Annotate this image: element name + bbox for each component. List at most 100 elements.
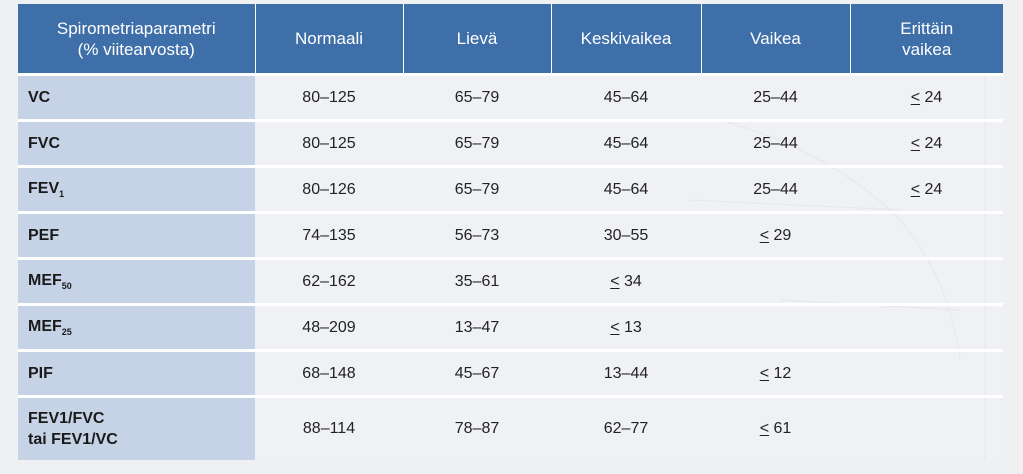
table-cell (701, 257, 850, 305)
cell-value: 25–44 (753, 180, 798, 198)
table-cell: 24 (850, 165, 1003, 213)
row-parameter: VC (18, 73, 255, 121)
table-row: MEF25 48–209 13–47 13 (18, 303, 1003, 351)
table-cell: 30–55 (551, 211, 701, 259)
table-cell: 24 (850, 119, 1003, 167)
table-row: PIF 68–148 45–67 13–44 12 (18, 349, 1003, 397)
less-or-equal-value: 29 (760, 227, 792, 245)
cell-value: 34 (624, 272, 642, 290)
table-cell: 13–47 (403, 303, 551, 351)
table-cell (850, 211, 1003, 259)
row-parameter: MEF50 (18, 257, 255, 305)
row-parameter: FEV1 (18, 165, 255, 213)
table-cell: 12 (701, 349, 850, 397)
parameter-name: PEF (28, 226, 60, 244)
table-cell: 29 (701, 211, 850, 259)
parameter-subscript: 1 (59, 189, 65, 199)
spirometry-table: Spirometriaparametri (% viitearvosta) No… (18, 4, 1003, 460)
parameter-name: FEV1/FVC (28, 410, 105, 427)
table-cell (850, 395, 1003, 460)
parameter-subscript: 25 (61, 327, 72, 337)
table-cell: 45–64 (551, 73, 701, 121)
cell-value: 29 (773, 226, 792, 244)
less-or-equal-value: 24 (911, 89, 943, 107)
table-cell: 25–44 (701, 73, 850, 121)
table-cell (701, 303, 850, 351)
table-cell (850, 349, 1003, 397)
table-cell: 65–79 (403, 73, 551, 121)
cell-value: 25–44 (753, 134, 798, 152)
table-row: VC 80–125 65–79 45–64 25–44 24 (18, 73, 1003, 121)
parameter-name: VC (28, 88, 51, 106)
parameter-name: FVC (28, 134, 60, 152)
table-cell: 74–135 (255, 211, 403, 259)
table-cell: 80–126 (255, 165, 403, 213)
cell-value: 13–47 (454, 318, 500, 336)
cell-value: 45–64 (603, 134, 649, 152)
cell-value: 80–126 (302, 180, 356, 198)
cell-value: 78–87 (454, 420, 500, 437)
table-row: FVC 80–125 65–79 45–64 25–44 24 (18, 119, 1003, 167)
table-cell: 80–125 (255, 119, 403, 167)
table-cell: 61 (701, 395, 850, 460)
cell-value: 68–148 (302, 364, 356, 382)
cell-value: 88–114 (302, 420, 356, 437)
table-row: PEF 74–135 56–73 30–55 29 (18, 211, 1003, 259)
parameter-subscript: 50 (61, 281, 72, 291)
cell-value: 24 (924, 134, 943, 152)
header-erittain-vaikea: Erittäin vaikea (850, 4, 1003, 75)
cell-value: 65–79 (454, 134, 500, 152)
cell-value: 24 (924, 88, 943, 106)
less-or-equal-value: 34 (610, 273, 642, 291)
cell-value: 25–44 (753, 88, 798, 106)
table-cell: 45–64 (551, 119, 701, 167)
header-keskivaikea: Keskivaikea (551, 4, 702, 75)
table-cell: 56–73 (403, 211, 551, 259)
header-lieva: Lievä (403, 4, 552, 75)
less-or-equal-icon (610, 273, 619, 290)
cell-value: 45–64 (603, 88, 649, 106)
less-or-equal-icon (760, 365, 769, 382)
header-text-line2: vaikea (902, 39, 952, 59)
table-cell: 65–79 (403, 165, 551, 213)
row-parameter: PIF (18, 349, 255, 397)
table-cell: 25–44 (701, 119, 850, 167)
cell-value: 74–135 (302, 226, 356, 244)
less-or-equal-icon (911, 89, 920, 106)
table-cell: 62–77 (551, 395, 701, 460)
less-or-equal-value: 61 (760, 420, 792, 438)
row-parameter: FEV1/FVC tai FEV1/VC (18, 395, 255, 460)
table-cell: 80–125 (255, 73, 403, 121)
less-or-equal-value: 24 (911, 135, 943, 153)
header-text-line1: Erittäin (900, 18, 954, 38)
less-or-equal-value: 12 (760, 365, 792, 383)
table-cell: 25–44 (701, 165, 850, 213)
header-normaali: Normaali (255, 4, 404, 75)
cell-value: 80–125 (302, 88, 356, 106)
cell-value: 30–55 (603, 226, 649, 244)
header-text-line2: (% viitearvosta) (77, 39, 195, 59)
cell-value: 65–79 (454, 88, 500, 106)
less-or-equal-icon (760, 420, 769, 437)
row-parameter: FVC (18, 119, 255, 167)
cell-value: 62–162 (302, 272, 356, 290)
table-body: VC 80–125 65–79 45–64 25–44 24 FVC 80–125 65–79… (18, 73, 1003, 460)
cell-value: 12 (773, 364, 792, 382)
table-cell: 45–64 (551, 165, 701, 213)
parameter-name: MEF (28, 318, 62, 335)
less-or-equal-icon (610, 319, 619, 336)
table-row: FEV1 80–126 65–79 45–64 25–44 24 (18, 165, 1003, 213)
table-row: MEF50 62–162 35–61 34 (18, 257, 1003, 305)
less-or-equal-icon (911, 135, 920, 152)
header-text-line1: Lievä (456, 29, 498, 48)
cell-value: 56–73 (454, 226, 500, 244)
table-cell: 45–67 (403, 349, 551, 397)
table-cell: 68–148 (255, 349, 403, 397)
header-vaikea: Vaikea (701, 4, 851, 75)
table-cell: 62–162 (255, 257, 403, 305)
parameter-name: FEV (28, 180, 60, 197)
cell-value: 65–79 (454, 180, 500, 198)
row-parameter: PEF (18, 211, 255, 259)
cell-value: 61 (773, 420, 792, 437)
header-parameter: Spirometriaparametri (% viitearvosta) (18, 4, 256, 75)
